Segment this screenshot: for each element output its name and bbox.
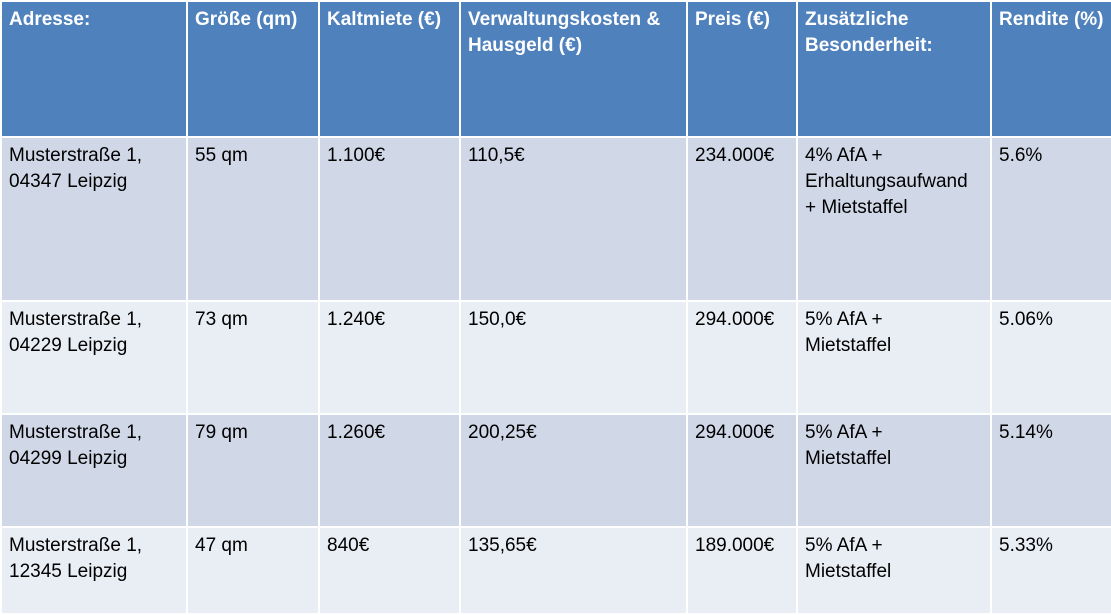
header-costs: Verwaltungskosten & Hausgeld (€) [459, 0, 688, 138]
header-row: Adresse: Größe (qm) Kaltmiete (€) Verwal… [0, 0, 1111, 138]
cell-rent: 1.260€ [318, 413, 461, 528]
header-yield: Rendite (%) [990, 0, 1111, 138]
header-rent: Kaltmiete (€) [318, 0, 461, 138]
cell-address: Musterstraße 1, 04229 Leipzig [0, 300, 188, 415]
table-row: Musterstraße 1, 04347 Leipzig 55 qm 1.10… [0, 136, 1111, 302]
cell-rent: 1.100€ [318, 136, 461, 302]
cell-yield: 5.06% [990, 300, 1111, 415]
header-address: Adresse: [0, 0, 188, 138]
cell-feature: 5% AfA + Mietstaffel [796, 526, 992, 615]
cell-address: Musterstraße 1, 04299 Leipzig [0, 413, 188, 528]
cell-costs: 150,0€ [459, 300, 688, 415]
table-row: Musterstraße 1, 04229 Leipzig 73 qm 1.24… [0, 300, 1111, 415]
table-row: Musterstraße 1, 04299 Leipzig 79 qm 1.26… [0, 413, 1111, 528]
cell-feature: 4% AfA + Erhaltungsaufwand + Mietstaffel [796, 136, 992, 302]
header-feature: Zusätzliche Besonderheit: [796, 0, 992, 138]
cell-address: Musterstraße 1, 12345 Leipzig [0, 526, 188, 615]
cell-rent: 840€ [318, 526, 461, 615]
cell-price: 294.000€ [686, 300, 798, 415]
cell-size: 79 qm [186, 413, 320, 528]
header-size: Größe (qm) [186, 0, 320, 138]
cell-feature: 5% AfA + Mietstaffel [796, 413, 992, 528]
cell-price: 189.000€ [686, 526, 798, 615]
cell-yield: 5.14% [990, 413, 1111, 528]
cell-address: Musterstraße 1, 04347 Leipzig [0, 136, 188, 302]
table-row: Musterstraße 1, 12345 Leipzig 47 qm 840€… [0, 526, 1111, 615]
cell-yield: 5.6% [990, 136, 1111, 302]
header-price: Preis (€) [686, 0, 798, 138]
cell-price: 234.000€ [686, 136, 798, 302]
cell-price: 294.000€ [686, 413, 798, 528]
cell-costs: 135,65€ [459, 526, 688, 615]
cell-yield: 5.33% [990, 526, 1111, 615]
cell-feature: 5% AfA + Mietstaffel [796, 300, 992, 415]
cell-size: 55 qm [186, 136, 320, 302]
cell-costs: 110,5€ [459, 136, 688, 302]
cell-costs: 200,25€ [459, 413, 688, 528]
cell-rent: 1.240€ [318, 300, 461, 415]
cell-size: 73 qm [186, 300, 320, 415]
cell-size: 47 qm [186, 526, 320, 615]
